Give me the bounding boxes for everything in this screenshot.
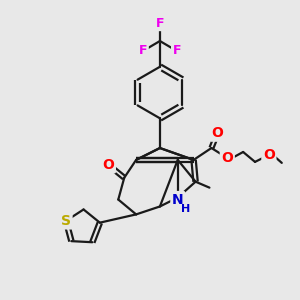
Text: F: F: [156, 17, 164, 30]
Text: O: O: [263, 148, 275, 162]
Text: S: S: [61, 214, 71, 228]
Text: F: F: [172, 44, 181, 57]
Text: H: H: [181, 204, 190, 214]
Text: N: N: [172, 193, 184, 206]
Text: O: O: [221, 151, 233, 165]
Text: O: O: [212, 126, 223, 140]
Text: O: O: [103, 158, 114, 172]
Text: F: F: [139, 44, 147, 57]
